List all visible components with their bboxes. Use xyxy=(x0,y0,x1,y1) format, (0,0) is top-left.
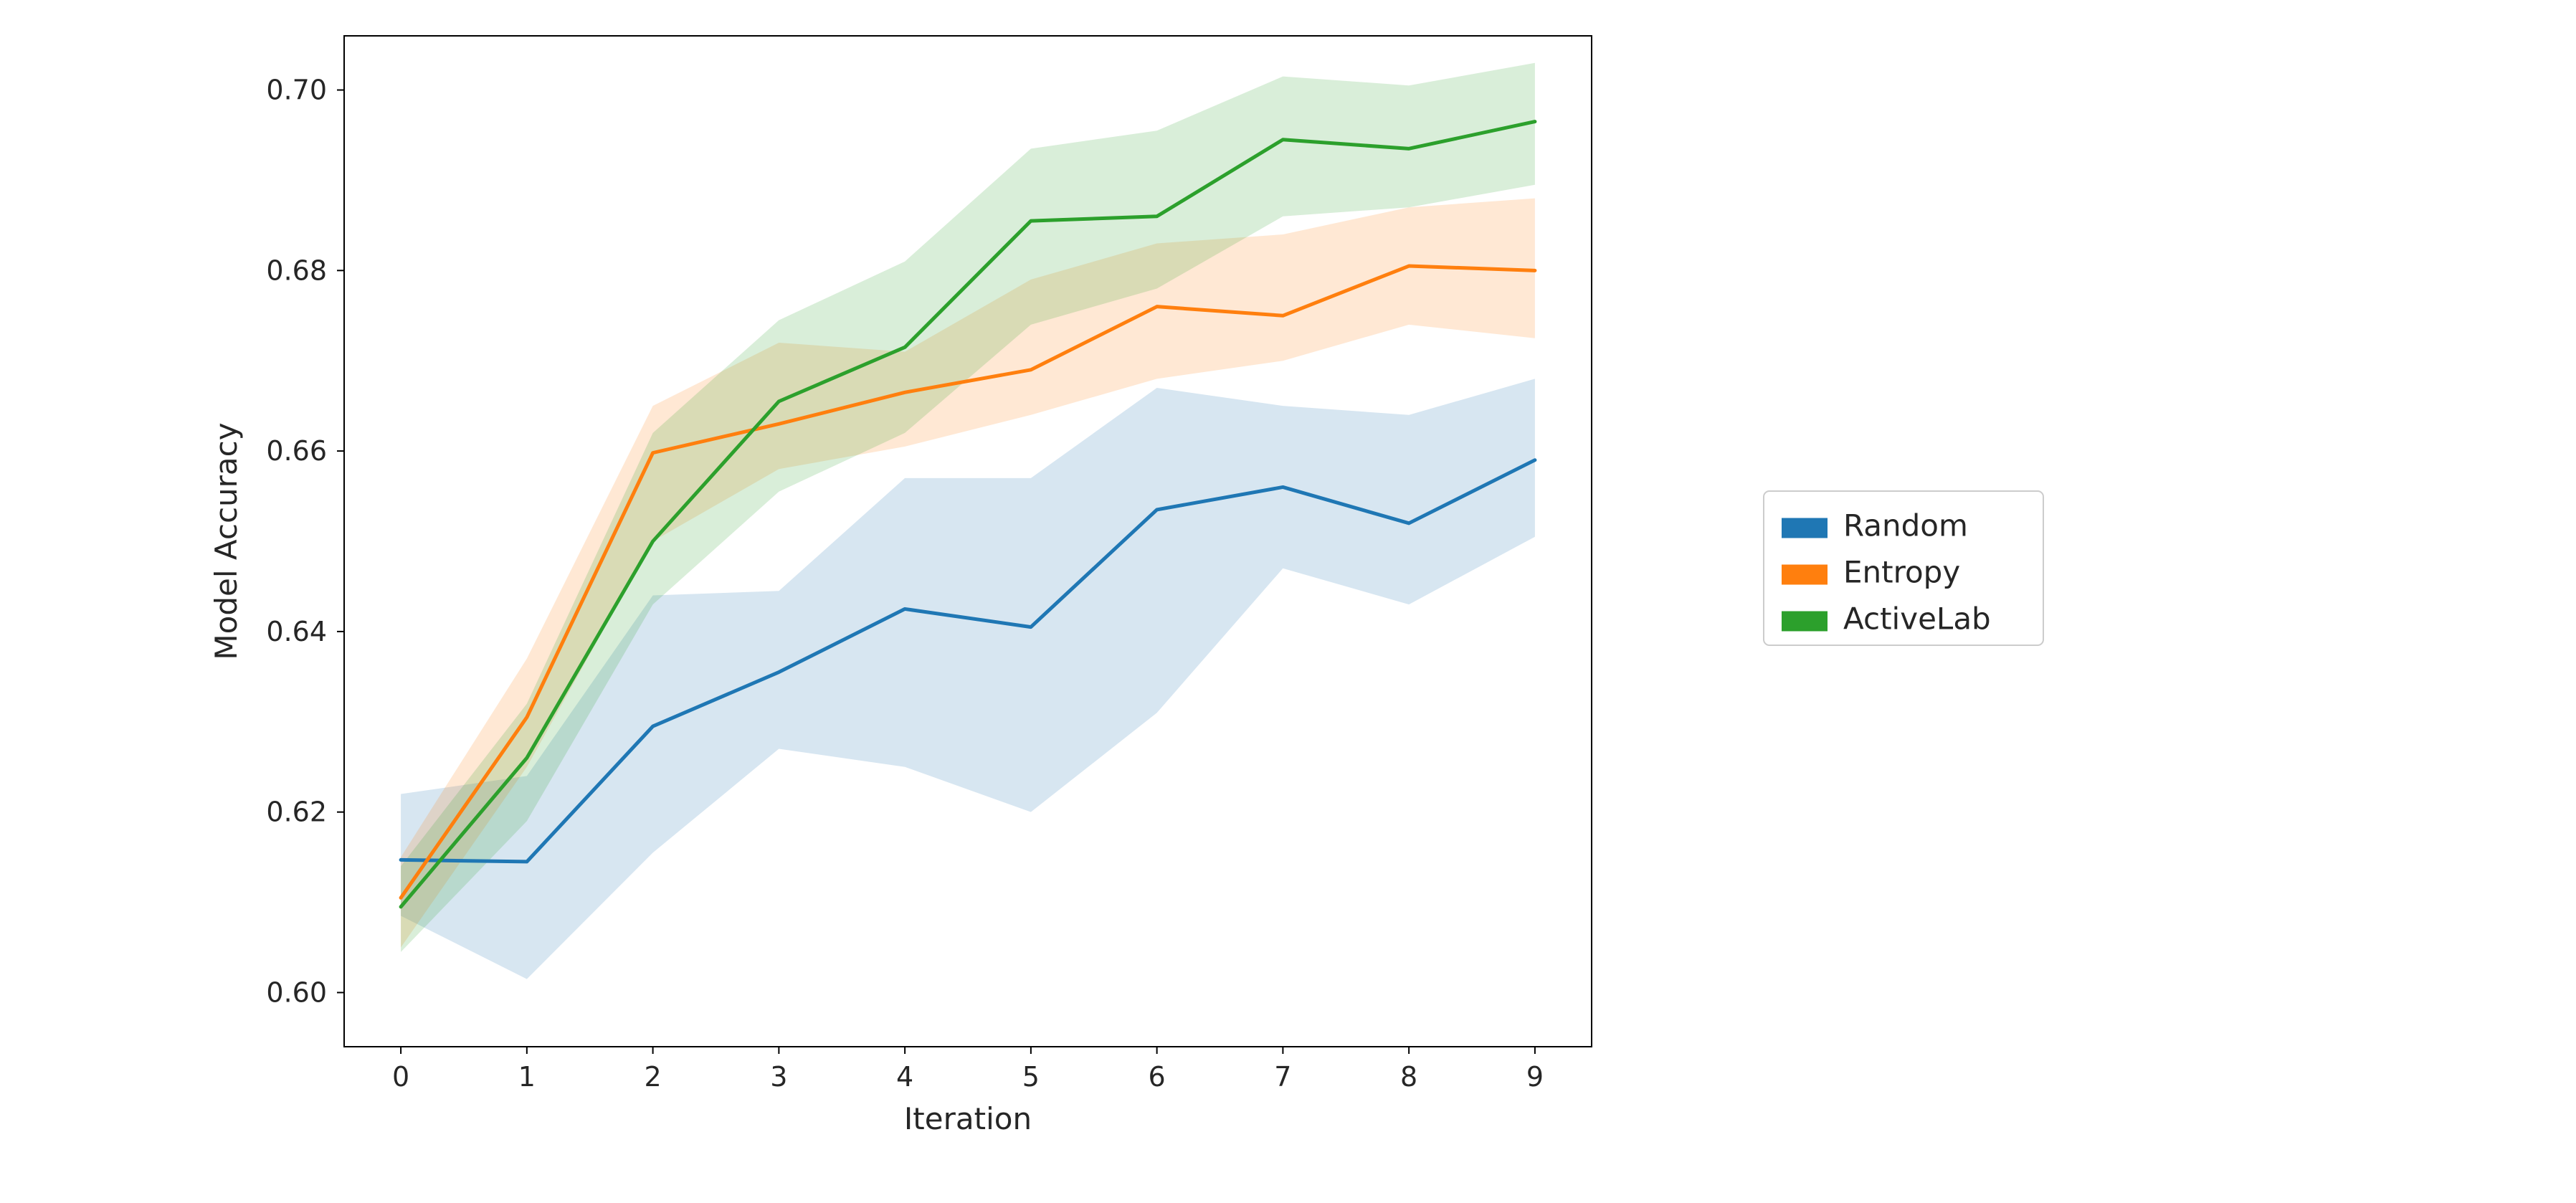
y-tick-label: 0.60 xyxy=(266,976,327,1008)
y-axis-label: Model Accuracy xyxy=(209,422,244,660)
y-tick-label: 0.70 xyxy=(266,75,327,106)
x-tick-label: 5 xyxy=(1022,1061,1040,1093)
x-tick-label: 7 xyxy=(1274,1061,1291,1093)
accuracy-line-chart: 0 1 2 3 4 5 6 7 8 9 Iteration 0.60 0.62 0.64 0.66 0.68 0… xyxy=(0,0,2576,1200)
legend-swatch-entropy xyxy=(1782,565,1828,585)
x-tick-label: 8 xyxy=(1400,1061,1417,1093)
x-tick-label: 2 xyxy=(645,1061,662,1093)
legend-swatch-random xyxy=(1782,518,1828,538)
y-tick-label: 0.64 xyxy=(266,616,327,647)
legend-label-activelab: ActiveLab xyxy=(1843,602,1991,637)
x-tick-label: 9 xyxy=(1526,1061,1544,1093)
x-tick-label: 4 xyxy=(896,1061,913,1093)
legend-label-random: Random xyxy=(1843,508,1968,543)
x-tick-label: 0 xyxy=(392,1061,409,1093)
legend-label-entropy: Entropy xyxy=(1843,555,1960,590)
x-tick-label: 3 xyxy=(770,1061,787,1093)
y-tick-label: 0.66 xyxy=(266,435,327,467)
chart-container: 0 1 2 3 4 5 6 7 8 9 Iteration 0.60 0.62 0.64 0.66 0.68 0… xyxy=(0,0,2576,1200)
y-tick-label: 0.68 xyxy=(266,255,327,286)
legend-swatch-activelab xyxy=(1782,612,1828,632)
x-tick-label: 1 xyxy=(518,1061,536,1093)
legend: Random Entropy ActiveLab xyxy=(1764,491,2043,645)
x-tick-label: 6 xyxy=(1149,1061,1166,1093)
y-tick-label: 0.62 xyxy=(266,797,327,828)
x-axis-label: Iteration xyxy=(904,1101,1032,1136)
